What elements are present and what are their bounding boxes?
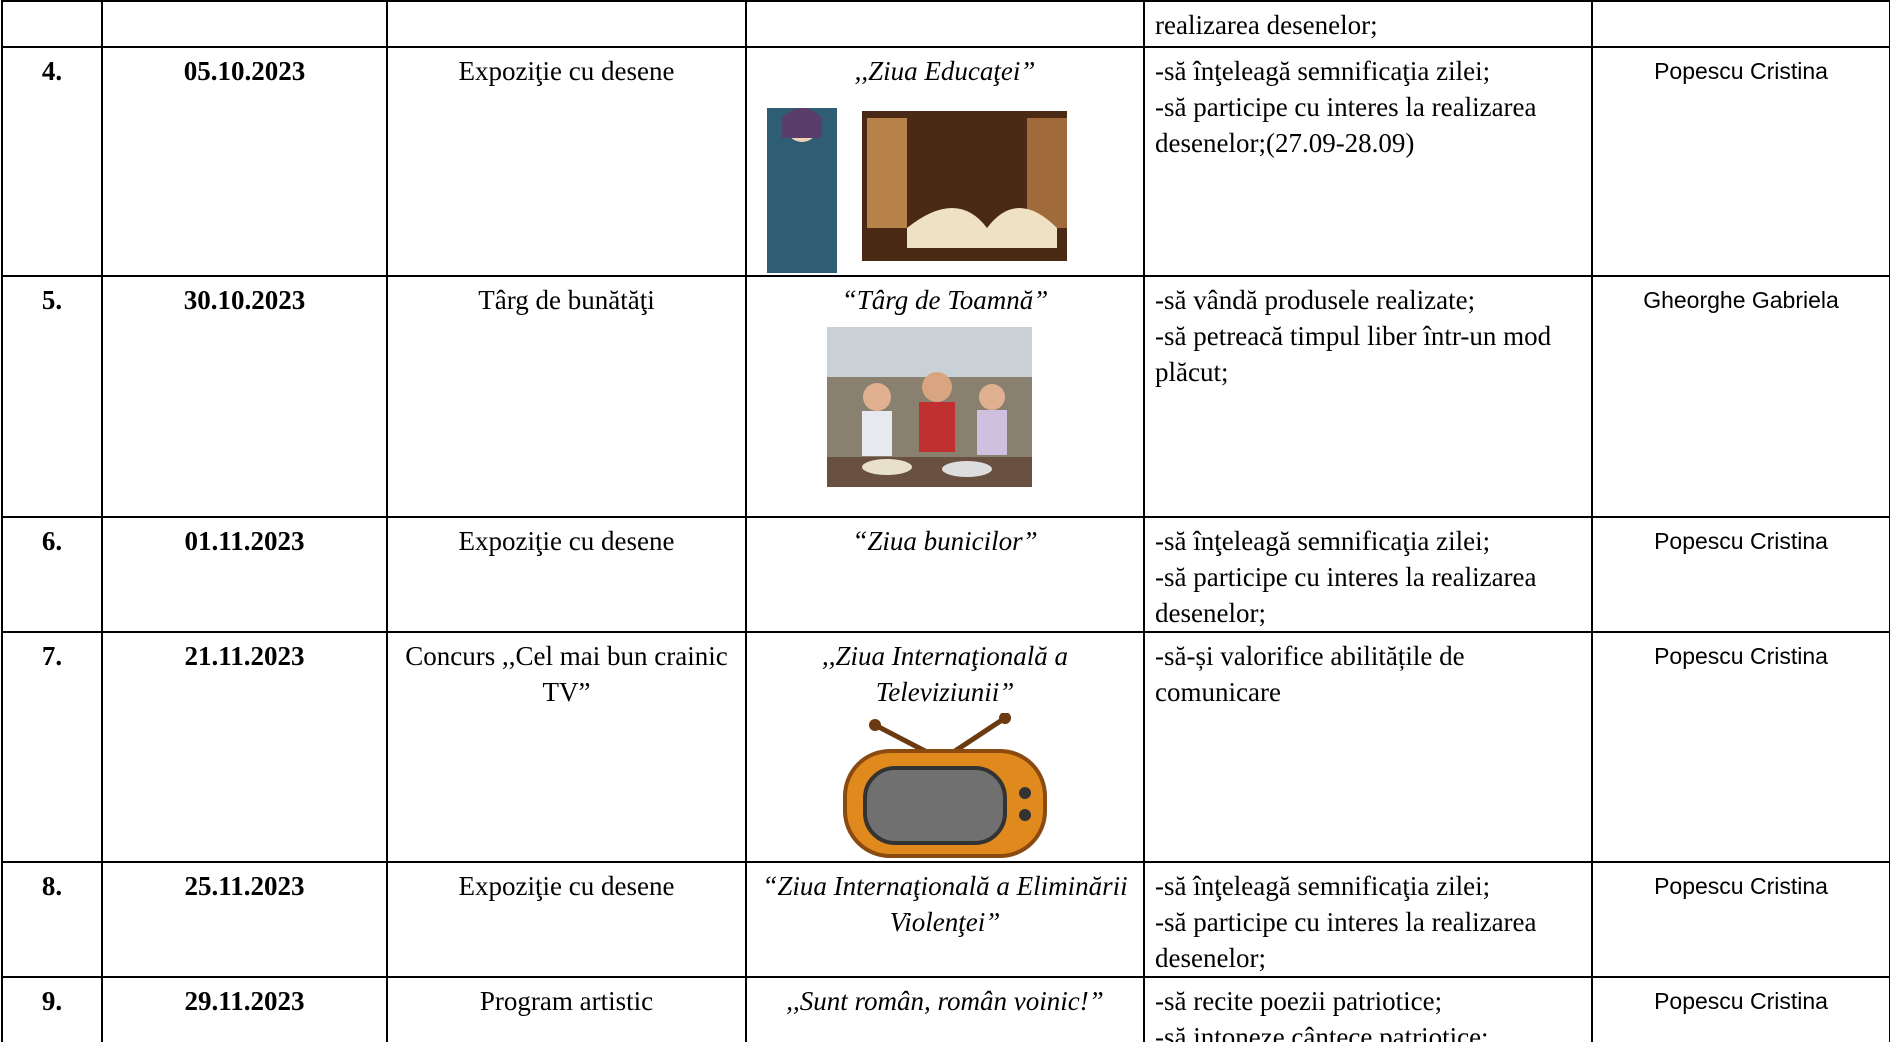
activity: Expoziţie cu desene [458, 871, 675, 901]
date-cell: 01.11.2023 [101, 516, 388, 633]
date: 05.10.2023 [183, 56, 306, 86]
theme-cell: ,,Ziua Educaţei” [745, 46, 1145, 277]
number-cell: 7. [1, 631, 103, 863]
tv-illustration [843, 713, 1047, 858]
table-row: 6. 01.11.2023 Expoziţie cu desene “Ziua bun… [1, 516, 1890, 633]
objectives-cell: -să înţeleagă semnificaţia zilei; -să par… [1143, 46, 1593, 277]
number: 8. [41, 871, 63, 901]
responsible-cell: Popescu Cristina [1591, 46, 1890, 277]
date-cell: 05.10.2023 [101, 46, 388, 277]
activity: Program artistic [479, 986, 654, 1016]
number: 6. [41, 526, 63, 556]
date-cell [101, 0, 388, 48]
date: 25.11.2023 [184, 871, 305, 901]
responsible: Popescu Cristina [1654, 643, 1828, 669]
activity: Târg de bunătăţi [478, 285, 655, 315]
activity-cell: Expoziţie cu desene [386, 516, 747, 633]
activity-cell: Expoziţie cu desene [386, 861, 747, 978]
table-row: 9. 29.11.2023 Program artistic ,,Sunt român… [1, 976, 1890, 1042]
objective: -să intoneze cântece patriotice; [1155, 1022, 1489, 1042]
objective: -să înţeleagă semnificaţia zilei; [1155, 526, 1491, 556]
responsible-cell [1591, 0, 1890, 48]
theme-cell: ,,Ziua Internaţională a Televiziunii” [745, 631, 1145, 863]
objective: -să-și valorifice abilitățile de comunic… [1155, 641, 1465, 707]
activity-cell: Expoziţie cu desene [386, 46, 747, 277]
theme: “Târg de Toamnă” [841, 285, 1049, 315]
objective: realizarea desenelor; [1155, 10, 1378, 40]
objective: -să petreacă timpul liber într-un mod pl… [1155, 321, 1552, 387]
illustration [767, 108, 1067, 273]
table-row: 8. 25.11.2023 Expoziţie cu desene “Ziua Int… [1, 861, 1890, 978]
photo [827, 327, 1032, 487]
responsible: Popescu Cristina [1654, 873, 1828, 899]
table-row: 4. 05.10.2023 Expoziţie cu desene ,,Ziua Ed… [1, 46, 1890, 277]
responsible-cell: Popescu Cristina [1591, 861, 1890, 978]
number-cell: 5. [1, 275, 103, 518]
objective: -să vândă produsele realizate; [1155, 285, 1476, 315]
activity: Expoziţie cu desene [458, 526, 675, 556]
number: 5. [41, 285, 63, 315]
theme-cell: “Ziua Internaţională a Eliminării Violen… [745, 861, 1145, 978]
objectives-cell: -să înţeleagă semnificaţia zilei; -să par… [1143, 516, 1593, 633]
activity-cell [386, 0, 747, 48]
number: 7. [41, 641, 63, 671]
responsible-cell: Popescu Cristina [1591, 976, 1890, 1042]
activity-cell: Concurs ,,Cel mai bun crainic TV” [386, 631, 747, 863]
responsible-cell: Popescu Cristina [1591, 516, 1890, 633]
responsible: Popescu Cristina [1654, 58, 1828, 84]
objectives-cell: -să recite poezii patriotice; -să intonez… [1143, 976, 1593, 1042]
date-cell: 25.11.2023 [101, 861, 388, 978]
responsible: Popescu Cristina [1654, 988, 1828, 1014]
objectives-cell: realizarea desenelor; [1143, 0, 1593, 48]
number-cell: 9. [1, 976, 103, 1042]
activity: Expoziţie cu desene [458, 56, 675, 86]
date-cell: 29.11.2023 [101, 976, 388, 1042]
date-cell: 21.11.2023 [101, 631, 388, 863]
objective: -să recite poezii patriotice; [1155, 986, 1443, 1016]
objectives-cell: -să-și valorifice abilitățile de comunic… [1143, 631, 1593, 863]
theme-cell: “Ziua bunicilor” [745, 516, 1145, 633]
table-row: 5. 30.10.2023 Târg de bunătăţi “Târg de Toa… [1, 275, 1890, 518]
date: 01.11.2023 [184, 526, 305, 556]
theme-cell: ,,Sunt român, român voinic!” [745, 976, 1145, 1042]
objective: -să participe cu interes la realizarea d… [1155, 562, 1537, 628]
objectives-cell: -să înţeleagă semnificaţia zilei; -să par… [1143, 861, 1593, 978]
activity-cell: Program artistic [386, 976, 747, 1042]
number-cell: 8. [1, 861, 103, 978]
date: 29.11.2023 [184, 986, 305, 1016]
activity-cell: Târg de bunătăţi [386, 275, 747, 518]
theme: ,,Ziua Educaţei” [854, 56, 1036, 86]
activity: Concurs ,,Cel mai bun crainic TV” [405, 641, 728, 707]
date: 21.11.2023 [184, 641, 305, 671]
theme: “Ziua Internaţională a Eliminării Violen… [762, 871, 1128, 937]
theme: “Ziua bunicilor” [852, 526, 1038, 556]
objectives-cell: -să vândă produsele realizate; -să petrea… [1143, 275, 1593, 518]
number: 4. [41, 56, 63, 86]
theme-cell [745, 0, 1145, 48]
table-row: 7. 21.11.2023 Concurs ,,Cel mai bun craini… [1, 631, 1890, 863]
date-cell: 30.10.2023 [101, 275, 388, 518]
responsible: Popescu Cristina [1654, 528, 1828, 554]
responsible-cell: Gheorghe Gabriela [1591, 275, 1890, 518]
table-row: realizarea desenelor; [1, 0, 1890, 48]
objective: -să înţeleagă semnificaţia zilei; [1155, 56, 1491, 86]
number: 9. [41, 986, 63, 1016]
number-cell: 4. [1, 46, 103, 277]
date: 30.10.2023 [183, 285, 306, 315]
responsible-cell: Popescu Cristina [1591, 631, 1890, 863]
number-cell: 6. [1, 516, 103, 633]
objective: -să înţeleagă semnificaţia zilei; [1155, 871, 1491, 901]
objective: -să participe cu interes la realizarea d… [1155, 907, 1537, 973]
theme: ,,Sunt român, român voinic!” [786, 986, 1104, 1016]
number-cell [1, 0, 103, 48]
theme-cell: “Târg de Toamnă” [745, 275, 1145, 518]
theme: ,,Ziua Internaţională a Televiziunii” [821, 641, 1068, 707]
responsible: Gheorghe Gabriela [1643, 287, 1839, 313]
objective: -să participe cu interes la realizarea d… [1155, 92, 1537, 158]
